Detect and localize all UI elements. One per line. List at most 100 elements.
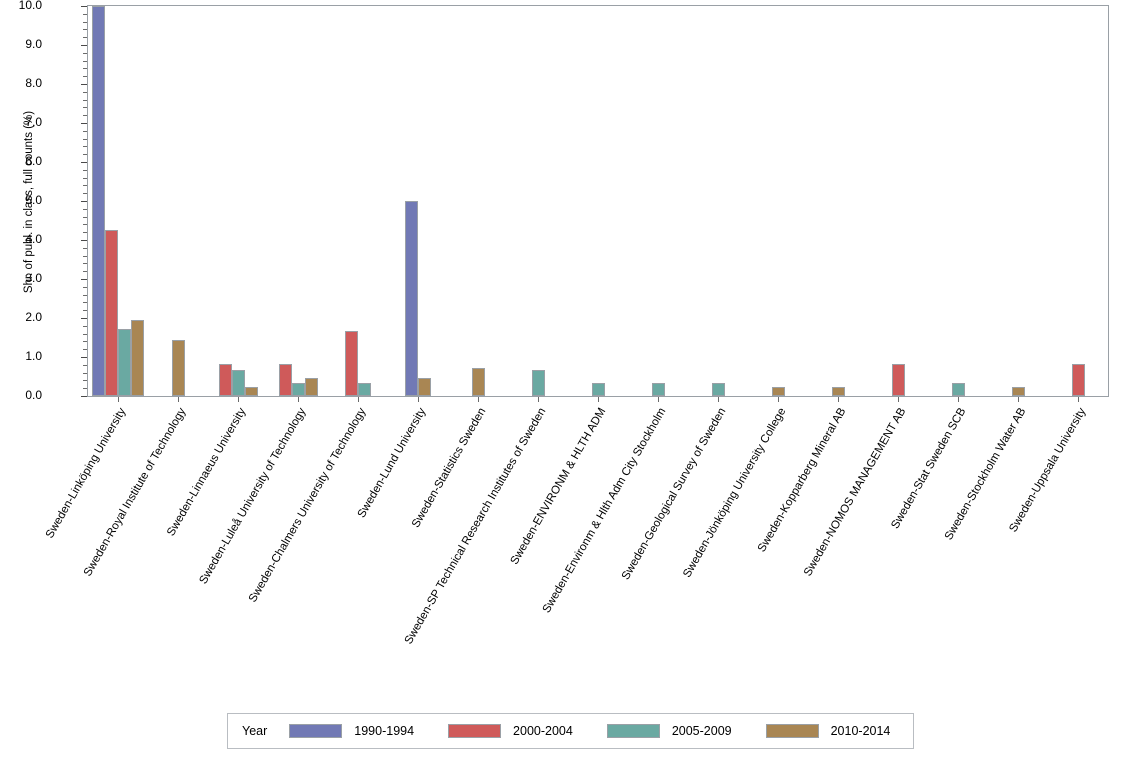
y-tick-minor	[83, 91, 87, 93]
y-tick-minor	[83, 177, 87, 179]
legend-label: 2005-2009	[671, 724, 732, 738]
y-tick-label: 9.0	[25, 37, 42, 51]
x-axis-label[interactable]: Sweden-Luleå University of Technology	[197, 406, 309, 587]
y-tick-mark	[81, 279, 87, 280]
bar[interactable]	[831, 386, 845, 396]
x-tick-mark	[238, 397, 239, 402]
bar[interactable]	[651, 383, 665, 396]
x-tick-mark	[178, 397, 179, 402]
x-tick-mark	[1018, 397, 1019, 402]
y-tick-minor	[83, 76, 87, 78]
bar[interactable]	[711, 383, 725, 396]
x-tick-mark	[658, 397, 659, 402]
bar[interactable]	[531, 369, 545, 396]
x-axis-label[interactable]: Sweden-NOMOS MANAGEMENT AB	[801, 406, 909, 579]
y-tick-label: 8.0	[25, 76, 42, 90]
y-tick-minor	[83, 325, 87, 327]
x-tick-mark	[598, 397, 599, 402]
y-tick-mark	[81, 240, 87, 241]
bar[interactable]	[304, 378, 318, 396]
y-tick-mark	[81, 6, 87, 7]
y-tick-minor	[83, 146, 87, 148]
y-tick-mark	[81, 201, 87, 202]
legend-label: 2000-2004	[513, 724, 573, 738]
x-axis-label[interactable]: Sweden-SP Technical Research Institutes …	[402, 406, 549, 647]
y-tick-minor	[83, 372, 87, 374]
bar[interactable]	[405, 201, 418, 396]
y-tick-minor	[83, 263, 87, 265]
y-tick-minor	[83, 185, 87, 187]
y-tick-minor	[83, 364, 87, 366]
legend-entry-list: 1990-1994 2000-2004 2005-2009 2010-2014	[289, 724, 924, 738]
bar[interactable]	[358, 383, 371, 396]
y-tick-minor	[83, 52, 87, 54]
legend-color-swatch	[448, 724, 502, 738]
y-tick-minor	[83, 232, 87, 234]
y-tick-label: 7.0	[25, 115, 42, 129]
x-axis-label[interactable]: Sweden-Chalmers University of Technology	[246, 406, 369, 605]
y-tick-minor	[83, 286, 87, 288]
legend-color-swatch	[606, 724, 660, 738]
legend-color-swatch	[289, 724, 343, 738]
plot-area	[87, 5, 1109, 397]
y-tick-label: 3.0	[25, 271, 42, 285]
x-axis-label[interactable]: Sweden-Stockholm Water AB	[942, 406, 1029, 543]
y-tick-minor	[83, 271, 87, 273]
bar[interactable]	[1071, 363, 1085, 396]
x-axis-label[interactable]: Sweden-Uppsala University	[1007, 406, 1089, 535]
bar[interactable]	[891, 363, 905, 396]
y-tick-minor	[83, 294, 87, 296]
legend-entry[interactable]: 2010-2014	[765, 724, 891, 738]
x-axis-label[interactable]: Sweden-Jönköping University College	[681, 406, 789, 580]
y-tick-label: 5.0	[25, 193, 42, 207]
x-axis-label[interactable]: Sweden-Kopparberg Mineral AB	[755, 406, 849, 555]
bar[interactable]	[92, 6, 105, 396]
bar[interactable]	[278, 363, 292, 396]
legend-entry[interactable]: 2005-2009	[606, 724, 732, 738]
y-tick-minor	[83, 138, 87, 140]
x-axis-label[interactable]: Sweden-ENVIRONM & HLTH ADM	[508, 406, 609, 567]
y-tick-mark	[81, 84, 87, 85]
y-tick-minor	[83, 208, 87, 210]
bar[interactable]	[951, 383, 965, 396]
y-tick-minor	[83, 333, 87, 335]
y-tick-minor	[83, 193, 87, 195]
y-tick-minor	[83, 107, 87, 109]
bar[interactable]	[771, 386, 785, 396]
legend-entry[interactable]: 2000-2004	[448, 724, 573, 738]
x-axis-label[interactable]: Sweden-Statistics Sweden	[409, 406, 489, 530]
y-tick-minor	[83, 302, 87, 304]
x-axis-label[interactable]: Sweden-Linnaeus University	[165, 406, 249, 539]
y-tick-minor	[83, 380, 87, 382]
bar[interactable]	[118, 328, 131, 396]
x-tick-mark	[358, 397, 359, 402]
legend-label: 1990-1994	[354, 724, 415, 738]
y-tick-mark	[81, 318, 87, 319]
bar[interactable]	[591, 383, 605, 396]
x-axis-label[interactable]: Sweden-Lund University	[355, 406, 429, 520]
x-tick-mark	[298, 397, 299, 402]
bar[interactable]	[291, 383, 305, 396]
y-tick-minor	[83, 255, 87, 257]
x-tick-mark	[418, 397, 419, 402]
bar[interactable]	[471, 367, 485, 396]
x-axis-label[interactable]: Sweden-Environm & Hlth Adm City Stockhol…	[540, 406, 669, 616]
bar[interactable]	[231, 369, 245, 396]
x-tick-mark	[778, 397, 779, 402]
bar[interactable]	[418, 378, 431, 396]
bar[interactable]	[1011, 386, 1025, 396]
y-tick-minor	[83, 310, 87, 312]
bar[interactable]	[218, 363, 232, 396]
y-tick-minor	[83, 247, 87, 249]
legend-label: 2010-2014	[830, 724, 891, 738]
x-axis-label[interactable]: Sweden-Geological Survey of Sweden	[619, 406, 729, 582]
x-axis-label[interactable]: Sweden-Stat Sweden SCB	[889, 406, 969, 532]
bar[interactable]	[131, 320, 144, 396]
legend-entry[interactable]: 1990-1994	[289, 724, 414, 738]
bar[interactable]	[345, 330, 358, 396]
bar[interactable]	[171, 339, 185, 396]
y-tick-label: 0.0	[25, 388, 42, 402]
bar[interactable]	[244, 386, 258, 396]
bar[interactable]	[105, 230, 118, 396]
